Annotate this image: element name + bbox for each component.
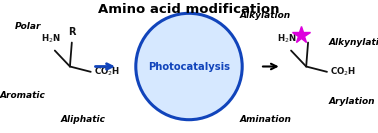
- Text: H$_2$N: H$_2$N: [41, 33, 61, 45]
- Ellipse shape: [136, 13, 242, 120]
- Text: Aromatic: Aromatic: [0, 91, 46, 100]
- Text: Photocatalysis: Photocatalysis: [148, 61, 230, 72]
- Text: Alkylation: Alkylation: [240, 11, 291, 20]
- Text: CO$_2$H: CO$_2$H: [330, 66, 356, 78]
- Text: H$_2$N: H$_2$N: [277, 33, 297, 45]
- Text: CO$_2$H: CO$_2$H: [94, 66, 120, 78]
- Text: Alkynylation: Alkynylation: [329, 38, 378, 47]
- Text: R: R: [68, 27, 76, 37]
- Text: Aliphatic: Aliphatic: [60, 115, 105, 124]
- Text: Amino acid modification: Amino acid modification: [98, 3, 280, 16]
- Text: Arylation: Arylation: [329, 97, 375, 106]
- Text: Polar: Polar: [15, 22, 42, 31]
- Text: Amination: Amination: [240, 115, 292, 124]
